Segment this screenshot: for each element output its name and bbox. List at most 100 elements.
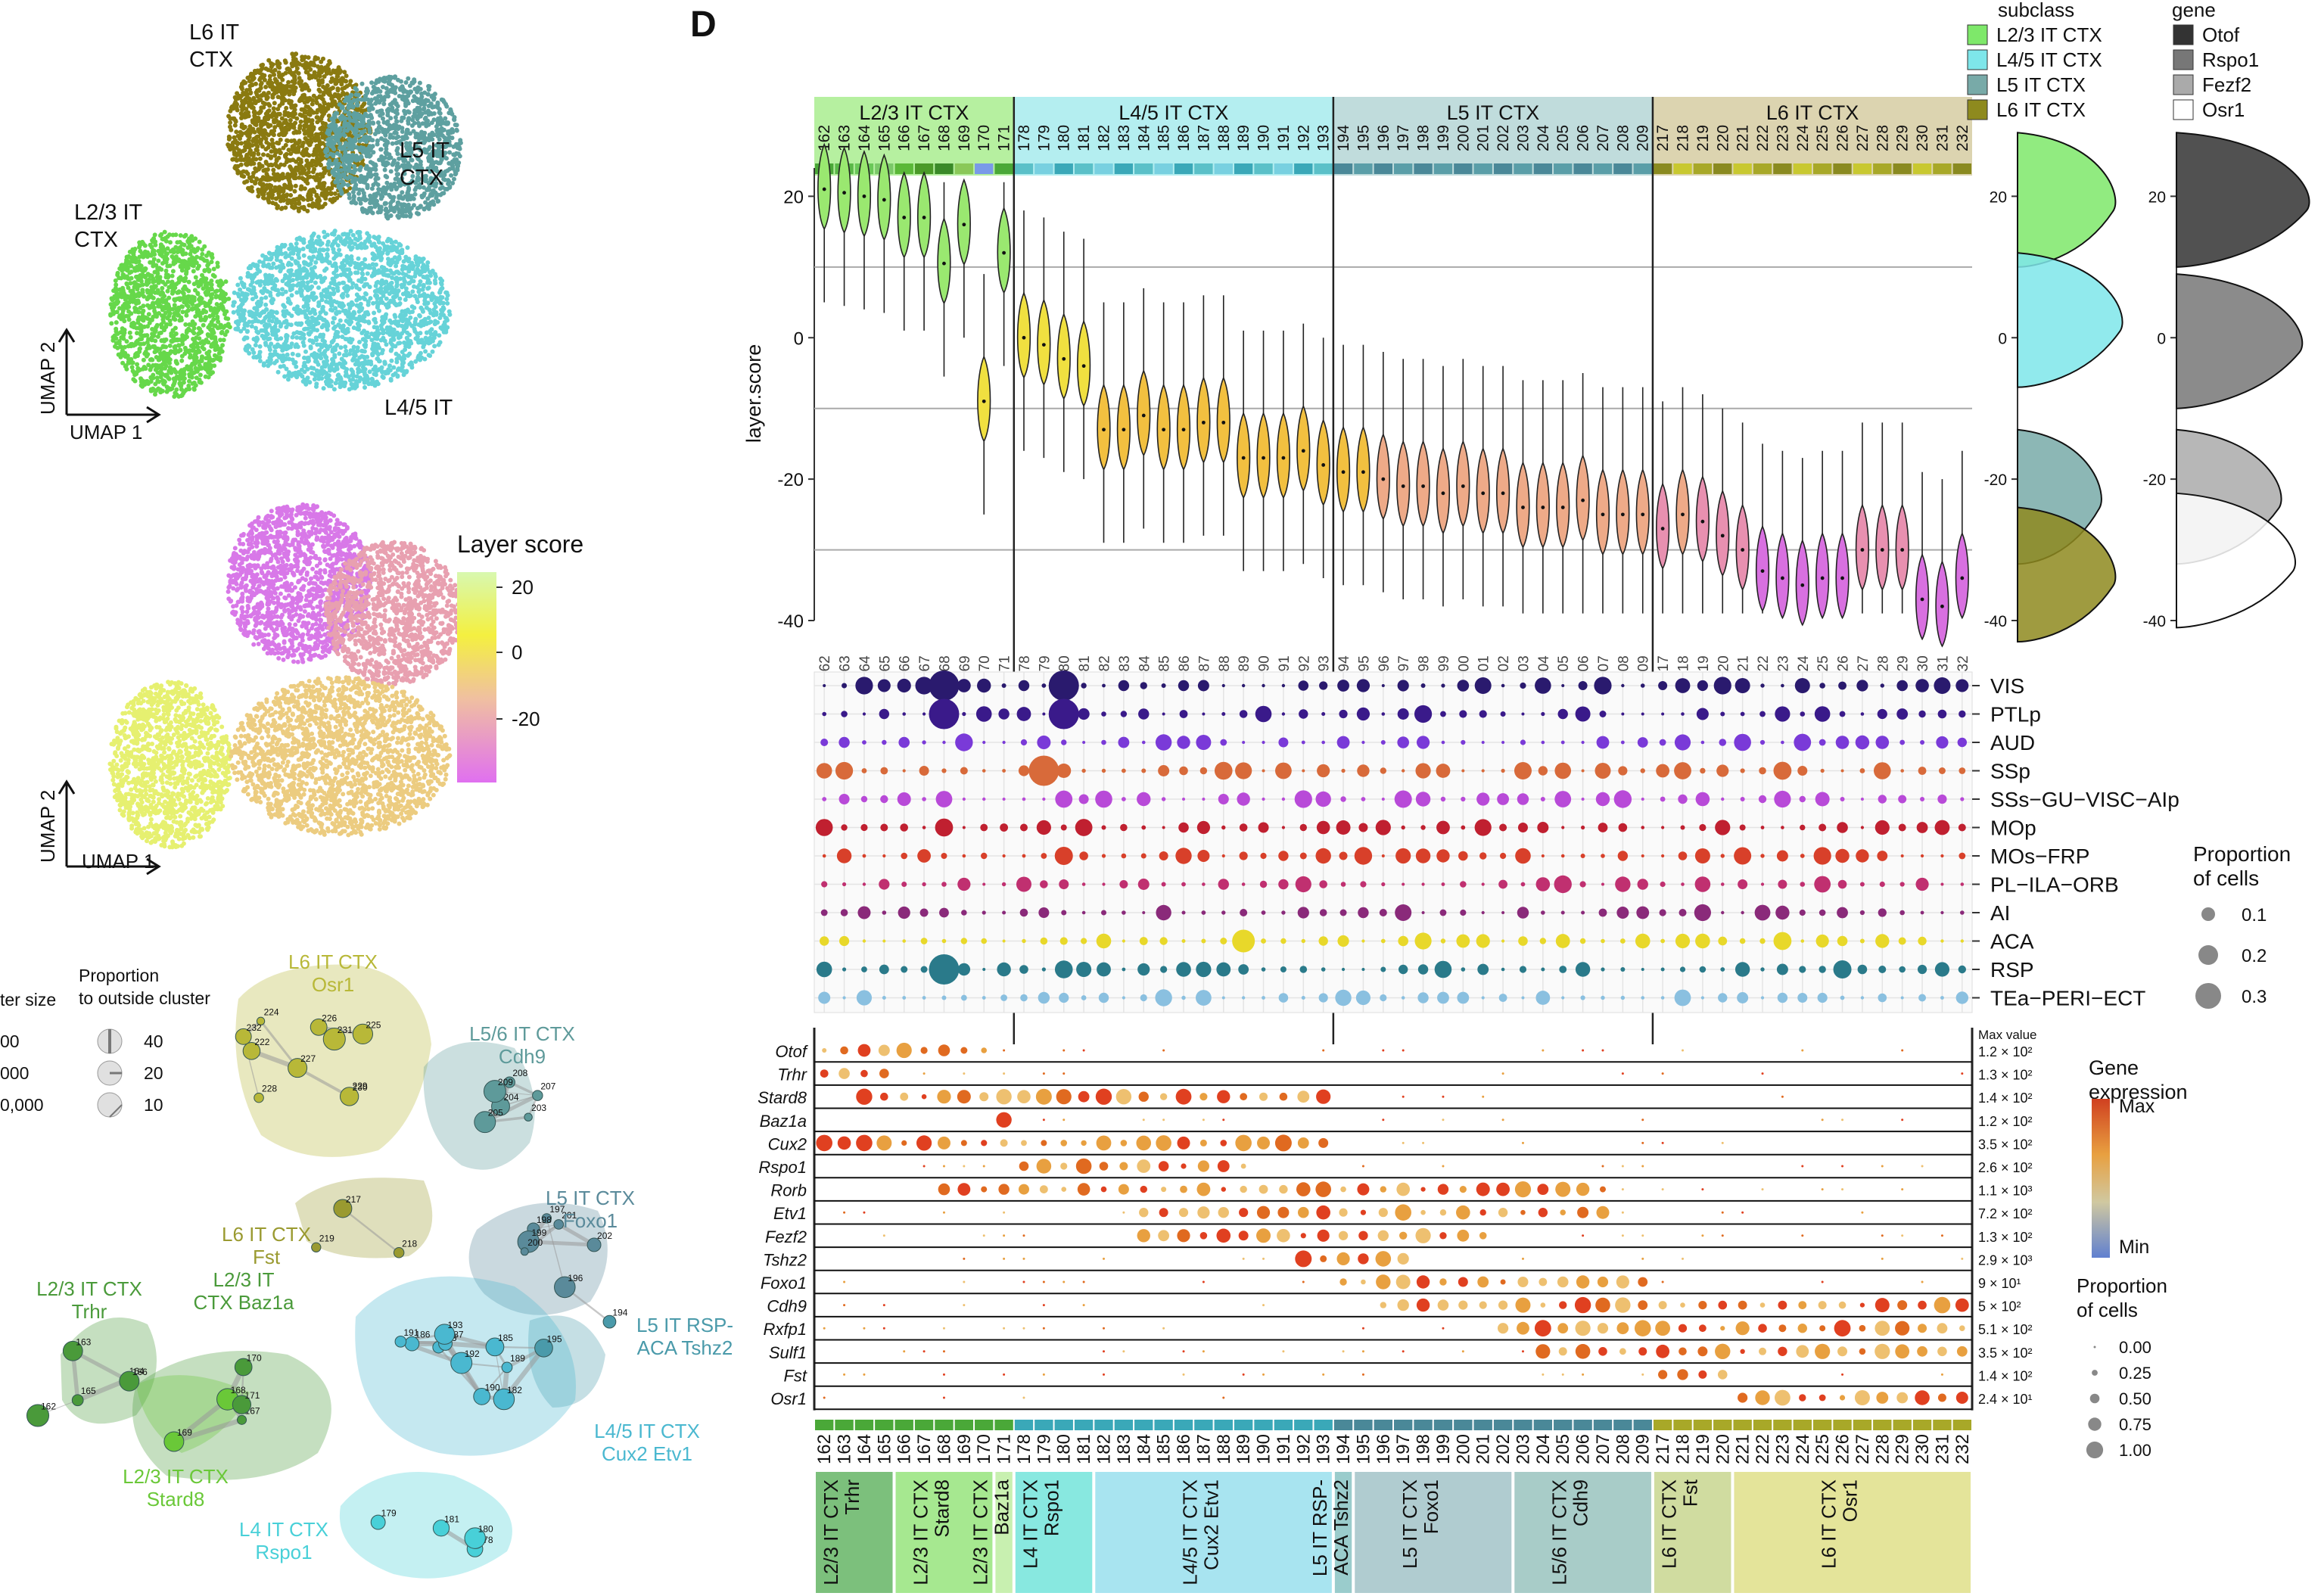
umap-point <box>396 215 401 220</box>
umap-point <box>341 182 347 187</box>
umap-point <box>448 107 453 112</box>
umap-point <box>314 99 319 104</box>
umap-point <box>415 210 419 216</box>
umap-point <box>304 177 310 182</box>
umap-point <box>287 175 292 180</box>
umap-point <box>303 108 308 114</box>
umap-point <box>421 309 425 314</box>
umap-point <box>180 341 185 347</box>
umap-point <box>149 285 154 290</box>
umap-point <box>233 118 238 123</box>
umap-point <box>416 106 422 111</box>
umap-point <box>252 291 257 297</box>
umap-point <box>315 115 320 120</box>
umap-point <box>247 288 253 293</box>
umap-point <box>124 260 129 266</box>
umap-point <box>310 170 316 175</box>
umap-point <box>256 127 261 132</box>
umap-point <box>386 156 391 161</box>
umap-point <box>300 247 306 251</box>
umap-point <box>288 262 294 267</box>
umap-point <box>328 92 333 98</box>
umap-point <box>313 260 319 265</box>
umap-point <box>159 267 164 272</box>
umap-point <box>365 271 370 276</box>
umap-point <box>314 174 319 179</box>
umap-point <box>276 70 282 75</box>
umap-point <box>343 344 348 350</box>
umap-point <box>326 185 331 191</box>
umap-point <box>367 121 372 126</box>
umap-point <box>307 124 313 129</box>
umap-point <box>371 89 376 94</box>
umap-point <box>300 84 305 89</box>
umap-point <box>328 123 333 129</box>
umap-point <box>348 118 353 123</box>
umap-point <box>390 141 395 146</box>
umap-point <box>375 138 380 143</box>
umap-point <box>120 290 126 295</box>
umap-point <box>135 291 140 297</box>
umap-point <box>394 148 400 153</box>
umap-point <box>306 73 312 78</box>
umap-point <box>135 331 139 336</box>
umap-point <box>347 123 352 128</box>
umap-point <box>288 322 294 328</box>
umap-point <box>357 340 362 344</box>
umap-point <box>148 375 154 381</box>
umap-point <box>384 180 390 185</box>
umap-point <box>292 175 297 180</box>
umap-point <box>124 254 129 260</box>
umap-point <box>187 322 192 327</box>
umap-point <box>305 208 310 213</box>
umap-point <box>173 370 179 375</box>
umap-point <box>201 286 206 291</box>
umap-point <box>171 260 176 265</box>
umap-point <box>285 198 291 203</box>
umap-point <box>292 188 297 194</box>
umap-point <box>440 128 446 133</box>
umap-point <box>342 175 347 180</box>
umap-point <box>290 351 295 356</box>
umap-point <box>190 298 195 303</box>
umap-point <box>325 247 330 252</box>
umap-point <box>190 381 195 386</box>
umap-point <box>369 209 374 214</box>
umap-point <box>394 130 399 135</box>
umap-point <box>378 204 384 210</box>
umap-point <box>166 351 172 356</box>
umap-point <box>366 319 371 325</box>
umap-point <box>288 117 293 123</box>
umap-point <box>129 323 134 328</box>
umap-point <box>343 148 348 153</box>
umap-point <box>277 132 282 138</box>
umap-point <box>182 242 187 247</box>
umap-point <box>151 386 156 391</box>
umap-point <box>281 197 286 202</box>
umap-point <box>305 152 310 157</box>
umap-point <box>267 73 272 79</box>
umap-point <box>289 166 294 172</box>
umap-point <box>136 310 142 315</box>
umap-point <box>350 127 356 132</box>
umap-point <box>320 204 325 209</box>
umap-point <box>183 264 188 269</box>
umap-point <box>327 59 332 64</box>
umap-point <box>283 84 288 89</box>
umap-point <box>175 290 180 295</box>
umap-point <box>319 153 324 158</box>
umap-point <box>336 172 341 176</box>
umap-point <box>167 357 173 362</box>
umap-point <box>168 322 173 327</box>
umap-point <box>266 145 271 150</box>
umap-point <box>299 164 304 170</box>
umap-point <box>127 330 132 335</box>
umap-point <box>357 235 362 241</box>
umap-point <box>378 113 383 118</box>
umap-point <box>266 200 272 205</box>
umap-point <box>279 92 285 97</box>
umap-point <box>361 102 366 107</box>
umap-point <box>324 86 329 91</box>
umap-point <box>313 138 318 143</box>
umap-point <box>446 129 450 134</box>
